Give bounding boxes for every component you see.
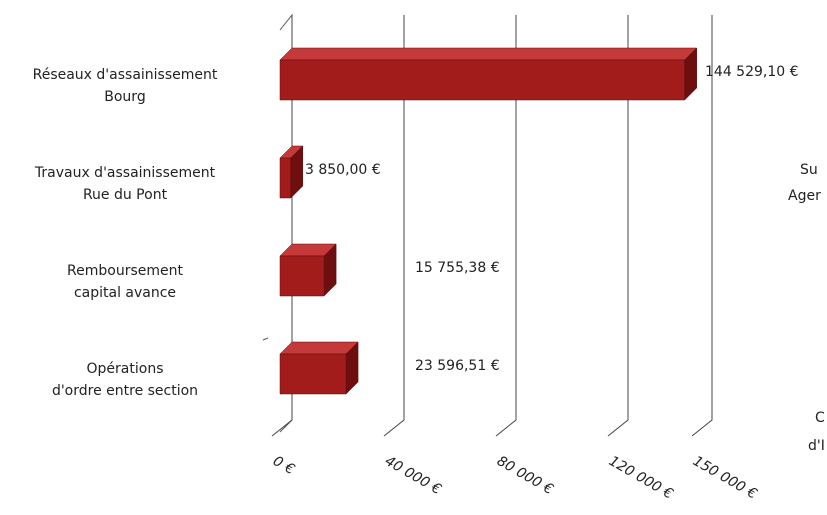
value-label: 3 850,00 € — [305, 162, 381, 178]
category-label: Opérations d'ordre entre section — [51, 361, 199, 399]
x-tick-label: 80 000 € — [494, 453, 556, 498]
value-label: 23 596,51 € — [415, 358, 500, 374]
x-tick-label: 0 € — [270, 453, 297, 478]
bar-front — [279, 255, 325, 297]
category-label: Remboursement capital avance — [67, 263, 183, 301]
cropped-label: Su — [800, 162, 818, 178]
axis-tick — [262, 337, 269, 341]
cropped-label: C — [815, 410, 825, 426]
cropped-label: Ager — [788, 188, 821, 204]
cropped-label: d'I — [808, 438, 825, 454]
bar-front — [279, 353, 347, 395]
bar-top — [279, 341, 359, 355]
bar-top — [279, 47, 698, 61]
bar — [279, 145, 304, 199]
category-label: Réseaux d'assainissement Bourg — [32, 67, 218, 105]
bar-front — [279, 59, 685, 101]
bar — [279, 47, 698, 101]
grid-line — [495, 15, 517, 437]
bar — [279, 341, 359, 395]
category-label: Travaux d'assainissement Rue du Pont — [34, 165, 216, 203]
x-tick-label: 40 000 € — [382, 453, 444, 498]
grid-line — [383, 15, 405, 437]
value-label: 144 529,10 € — [705, 64, 799, 80]
bar-front — [279, 157, 292, 199]
grid-line — [607, 15, 629, 437]
value-label: 15 755,38 € — [415, 260, 500, 276]
bar — [279, 243, 337, 297]
x-tick-label: 150 000 € — [690, 453, 760, 503]
grid-line — [691, 15, 713, 437]
x-tick-label: 120 000 € — [606, 453, 676, 503]
